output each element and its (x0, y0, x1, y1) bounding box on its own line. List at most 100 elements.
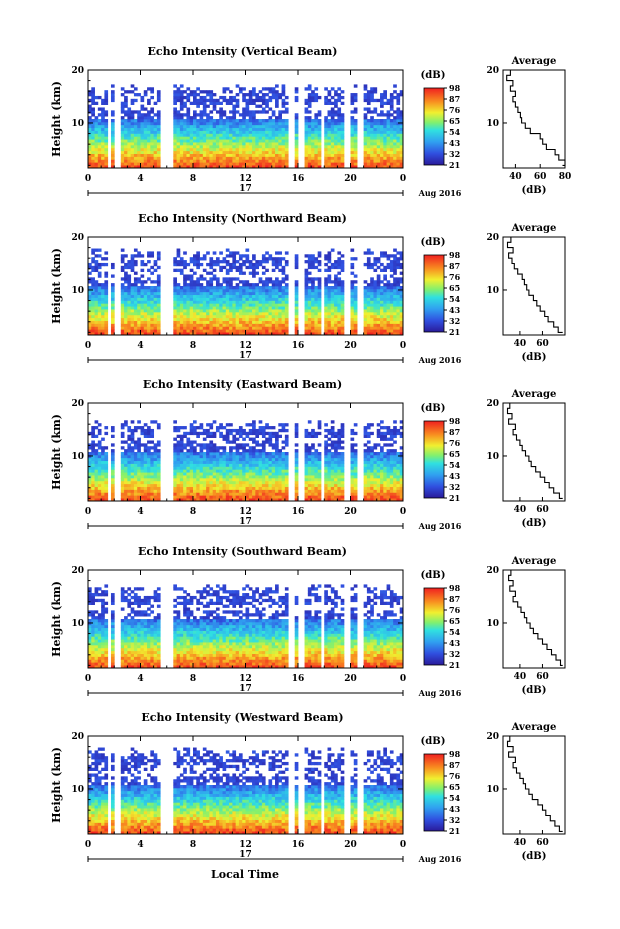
heatmap-cell (153, 139, 158, 143)
heatmap-cell (307, 150, 312, 154)
heatmap-cell (104, 498, 109, 502)
heatmap-cell (235, 124, 240, 129)
heatmap-cell (193, 283, 197, 287)
heatmap-cell (110, 294, 115, 298)
heatmap-cell (327, 142, 332, 146)
heatmap-cell (143, 475, 148, 479)
heatmap-cell (212, 119, 217, 123)
heatmap-cell (209, 314, 214, 319)
heatmap-cell (196, 101, 200, 105)
heatmap-cell (202, 492, 207, 496)
heatmap-cell (389, 159, 394, 163)
heatmap-cell (337, 95, 342, 100)
heatmap-cell (370, 130, 374, 134)
heatmap-cell (219, 423, 223, 427)
heatmap-cell (229, 477, 233, 482)
heatmap-cell (383, 150, 387, 154)
heatmap-cell (232, 142, 237, 146)
heatmap-cell (196, 431, 200, 436)
heatmap-cell (173, 454, 177, 459)
heatmap-cell (278, 280, 282, 284)
heatmap-cell (268, 147, 273, 152)
heatmap-cell (189, 283, 194, 287)
heatmap-cell (124, 320, 128, 324)
heatmap-cell (137, 323, 141, 327)
heatmap-cell (199, 153, 204, 157)
heatmap-cell (212, 260, 217, 264)
heatmap-cell (124, 329, 128, 333)
heatmap-cell (255, 428, 260, 433)
heatmap-cell (193, 139, 197, 143)
heatmap-cell (143, 452, 148, 456)
heatmap-cell (238, 254, 243, 258)
heatmap-cell (110, 297, 115, 301)
heatmap-cell (219, 107, 223, 111)
heatmap-cell (88, 431, 92, 436)
heatmap-cell (278, 320, 282, 324)
heatmap-cell (386, 254, 391, 258)
heatmap-cell (275, 93, 279, 97)
heatmap-cell (189, 309, 194, 313)
heatmap-cell (130, 440, 135, 444)
heatmap-cell (88, 314, 92, 319)
heatmap-cell (350, 303, 355, 307)
heatmap-cell (238, 431, 243, 436)
heatmap-cell (147, 144, 151, 149)
heatmap-cell (206, 153, 210, 157)
heatmap-cell (261, 460, 266, 464)
heatmap-cell (330, 286, 335, 290)
heatmap-cell (399, 291, 404, 296)
heatmap-cell (324, 291, 328, 296)
heatmap-cell (261, 309, 266, 313)
heatmap-cell (399, 314, 404, 319)
heatmap-cell (327, 332, 332, 336)
heatmap-cell (189, 460, 194, 464)
heatmap-cell (222, 489, 227, 493)
heatmap-cell (235, 466, 240, 470)
heatmap-cell (376, 317, 381, 321)
colorbar-tick-label: 98 (449, 83, 461, 93)
heatmap-cell (94, 101, 99, 105)
heatmap-cell (209, 423, 214, 427)
heatmap-cell (110, 489, 115, 493)
heatmap-cell (366, 162, 371, 166)
heatmap-cell (271, 113, 276, 117)
heatmap-cell (222, 309, 227, 313)
heatmap-cell (261, 306, 266, 310)
heatmap-cell (202, 110, 207, 114)
heatmap-cell (389, 136, 394, 140)
heatmap-cell (235, 431, 240, 436)
heatmap-cell (229, 314, 233, 319)
heatmap-cell (209, 434, 214, 438)
heatmap-cell (370, 332, 374, 336)
heatmap-cell (209, 121, 214, 126)
heatmap-cell (314, 332, 319, 336)
heatmap-cell (334, 113, 338, 117)
heatmap-cell (373, 329, 378, 333)
heatmap-cell (212, 332, 217, 336)
heatmap-cell (219, 124, 223, 129)
heatmap-cell (376, 303, 381, 307)
heatmap-cell (294, 153, 299, 157)
heatmap-cell (255, 262, 260, 267)
heatmap-cell (110, 159, 115, 163)
heatmap-cell (242, 457, 246, 462)
heatmap-cell (199, 110, 204, 114)
heatmap-cell (212, 107, 217, 111)
heatmap-cell (380, 130, 384, 134)
heatmap-cell (91, 446, 95, 450)
heatmap-cell (238, 90, 243, 94)
heatmap-cell (366, 300, 371, 304)
heatmap-cell (268, 156, 273, 160)
heatmap-cell (232, 286, 237, 290)
heatmap-cell (337, 127, 342, 131)
heatmap-cell (176, 466, 181, 470)
heatmap-cell (245, 153, 250, 157)
heatmap-cell (258, 466, 263, 470)
heatmap-cell (206, 150, 210, 154)
heatmap-cell (173, 153, 177, 157)
heatmap-cell (179, 495, 184, 499)
heatmap-cell (334, 156, 338, 160)
heatmap-cell (202, 127, 207, 131)
heatmap-cell (120, 260, 125, 264)
